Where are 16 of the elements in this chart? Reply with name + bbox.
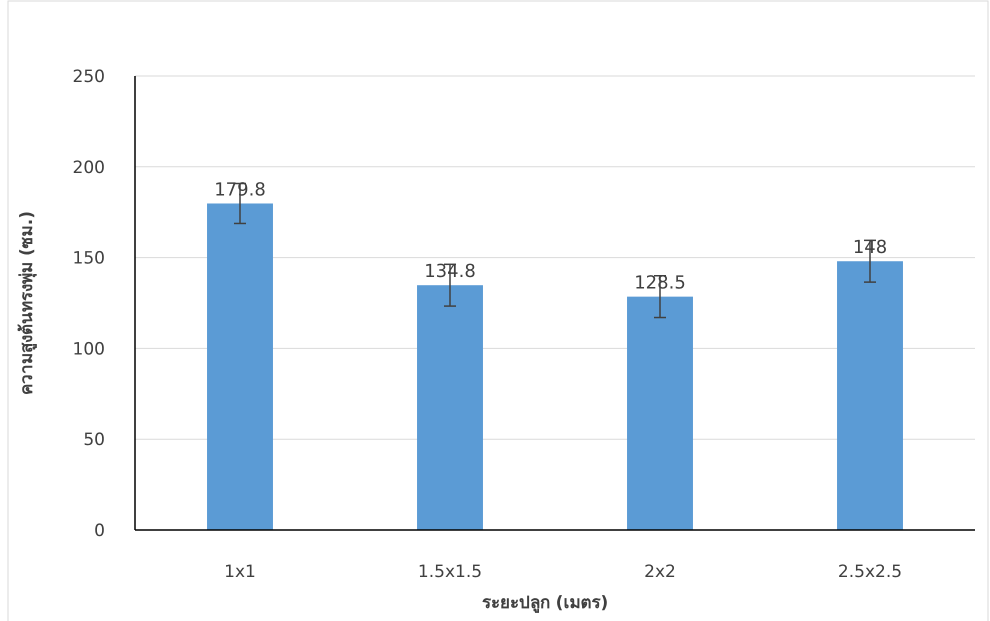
x-tick-label: 1.5x1.5 <box>418 562 482 582</box>
x-tick-label: 2.5x2.5 <box>838 562 902 582</box>
bar <box>207 203 273 530</box>
y-tick-label: 150 <box>72 248 105 269</box>
x-tick-label: 1x1 <box>224 562 256 582</box>
y-tick-label: 50 <box>83 430 105 450</box>
y-tick-label: 200 <box>72 158 105 178</box>
y-tick-label: 100 <box>72 339 105 360</box>
bar <box>417 285 483 530</box>
y-tick-label: 250 <box>72 67 105 87</box>
y-tick-label: 0 <box>94 521 105 541</box>
bar <box>837 261 903 530</box>
x-axis-title: ระยะปลูก (เมตร) <box>482 593 608 614</box>
bar <box>627 296 693 530</box>
y-axis-title: ความสูงต้นทรงพุ่ม (ซม.) <box>17 211 38 395</box>
x-tick-label: 2x2 <box>644 562 676 582</box>
